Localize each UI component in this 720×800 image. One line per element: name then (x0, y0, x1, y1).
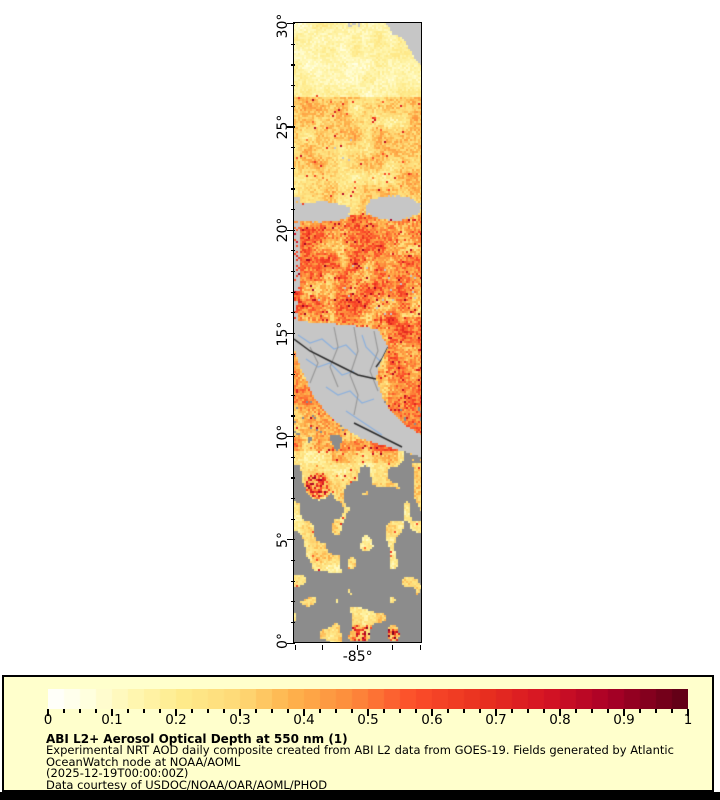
legend-line: (2025-12-19T00:00:00Z) (46, 766, 189, 781)
colorbar-tick-label: 0.7 (485, 712, 507, 728)
colorbar-tick-label: 0.5 (357, 712, 379, 728)
latitude-axis-label: 30° (275, 13, 291, 39)
colorbar-tick-label: 0.9 (613, 712, 635, 728)
legend-title: ABI L2+ Aerosol Optical Depth at 550 nm … (46, 732, 348, 746)
latitude-axis-label: 0° (275, 633, 291, 649)
map-canvas (294, 23, 421, 642)
colorbar-tick-label: 0.4 (293, 712, 315, 728)
legend-line: OceanWatch node at NOAA/AOML (46, 754, 241, 769)
colorbar-tick-label: 0 (43, 712, 53, 728)
colorbar-tick-label: 0.8 (549, 712, 571, 728)
legend-panel: 0 0.1 0.2 0.3 0.4 0.5 0.6 0.7 0.8 0.9 1 … (2, 675, 714, 792)
longitude-axis-label: -85° (342, 649, 373, 665)
colorbar-tick-label: 0.3 (229, 712, 251, 728)
colorbar-tick-label: 0.1 (101, 712, 123, 728)
legend-line: Experimental NRT AOD daily composite cre… (46, 743, 674, 757)
bottom-black-bar (0, 792, 720, 800)
aod-colorbar (48, 689, 688, 709)
colorbar-tick-label: 0.2 (165, 712, 187, 728)
colorbar-tick-label: 1 (683, 712, 693, 728)
legend-line: Data courtesy of USDOC/NOAA/OAR/AOML/PHO… (46, 778, 328, 793)
colorbar-tick-label: 0.6 (421, 712, 443, 728)
map-frame (293, 22, 422, 643)
